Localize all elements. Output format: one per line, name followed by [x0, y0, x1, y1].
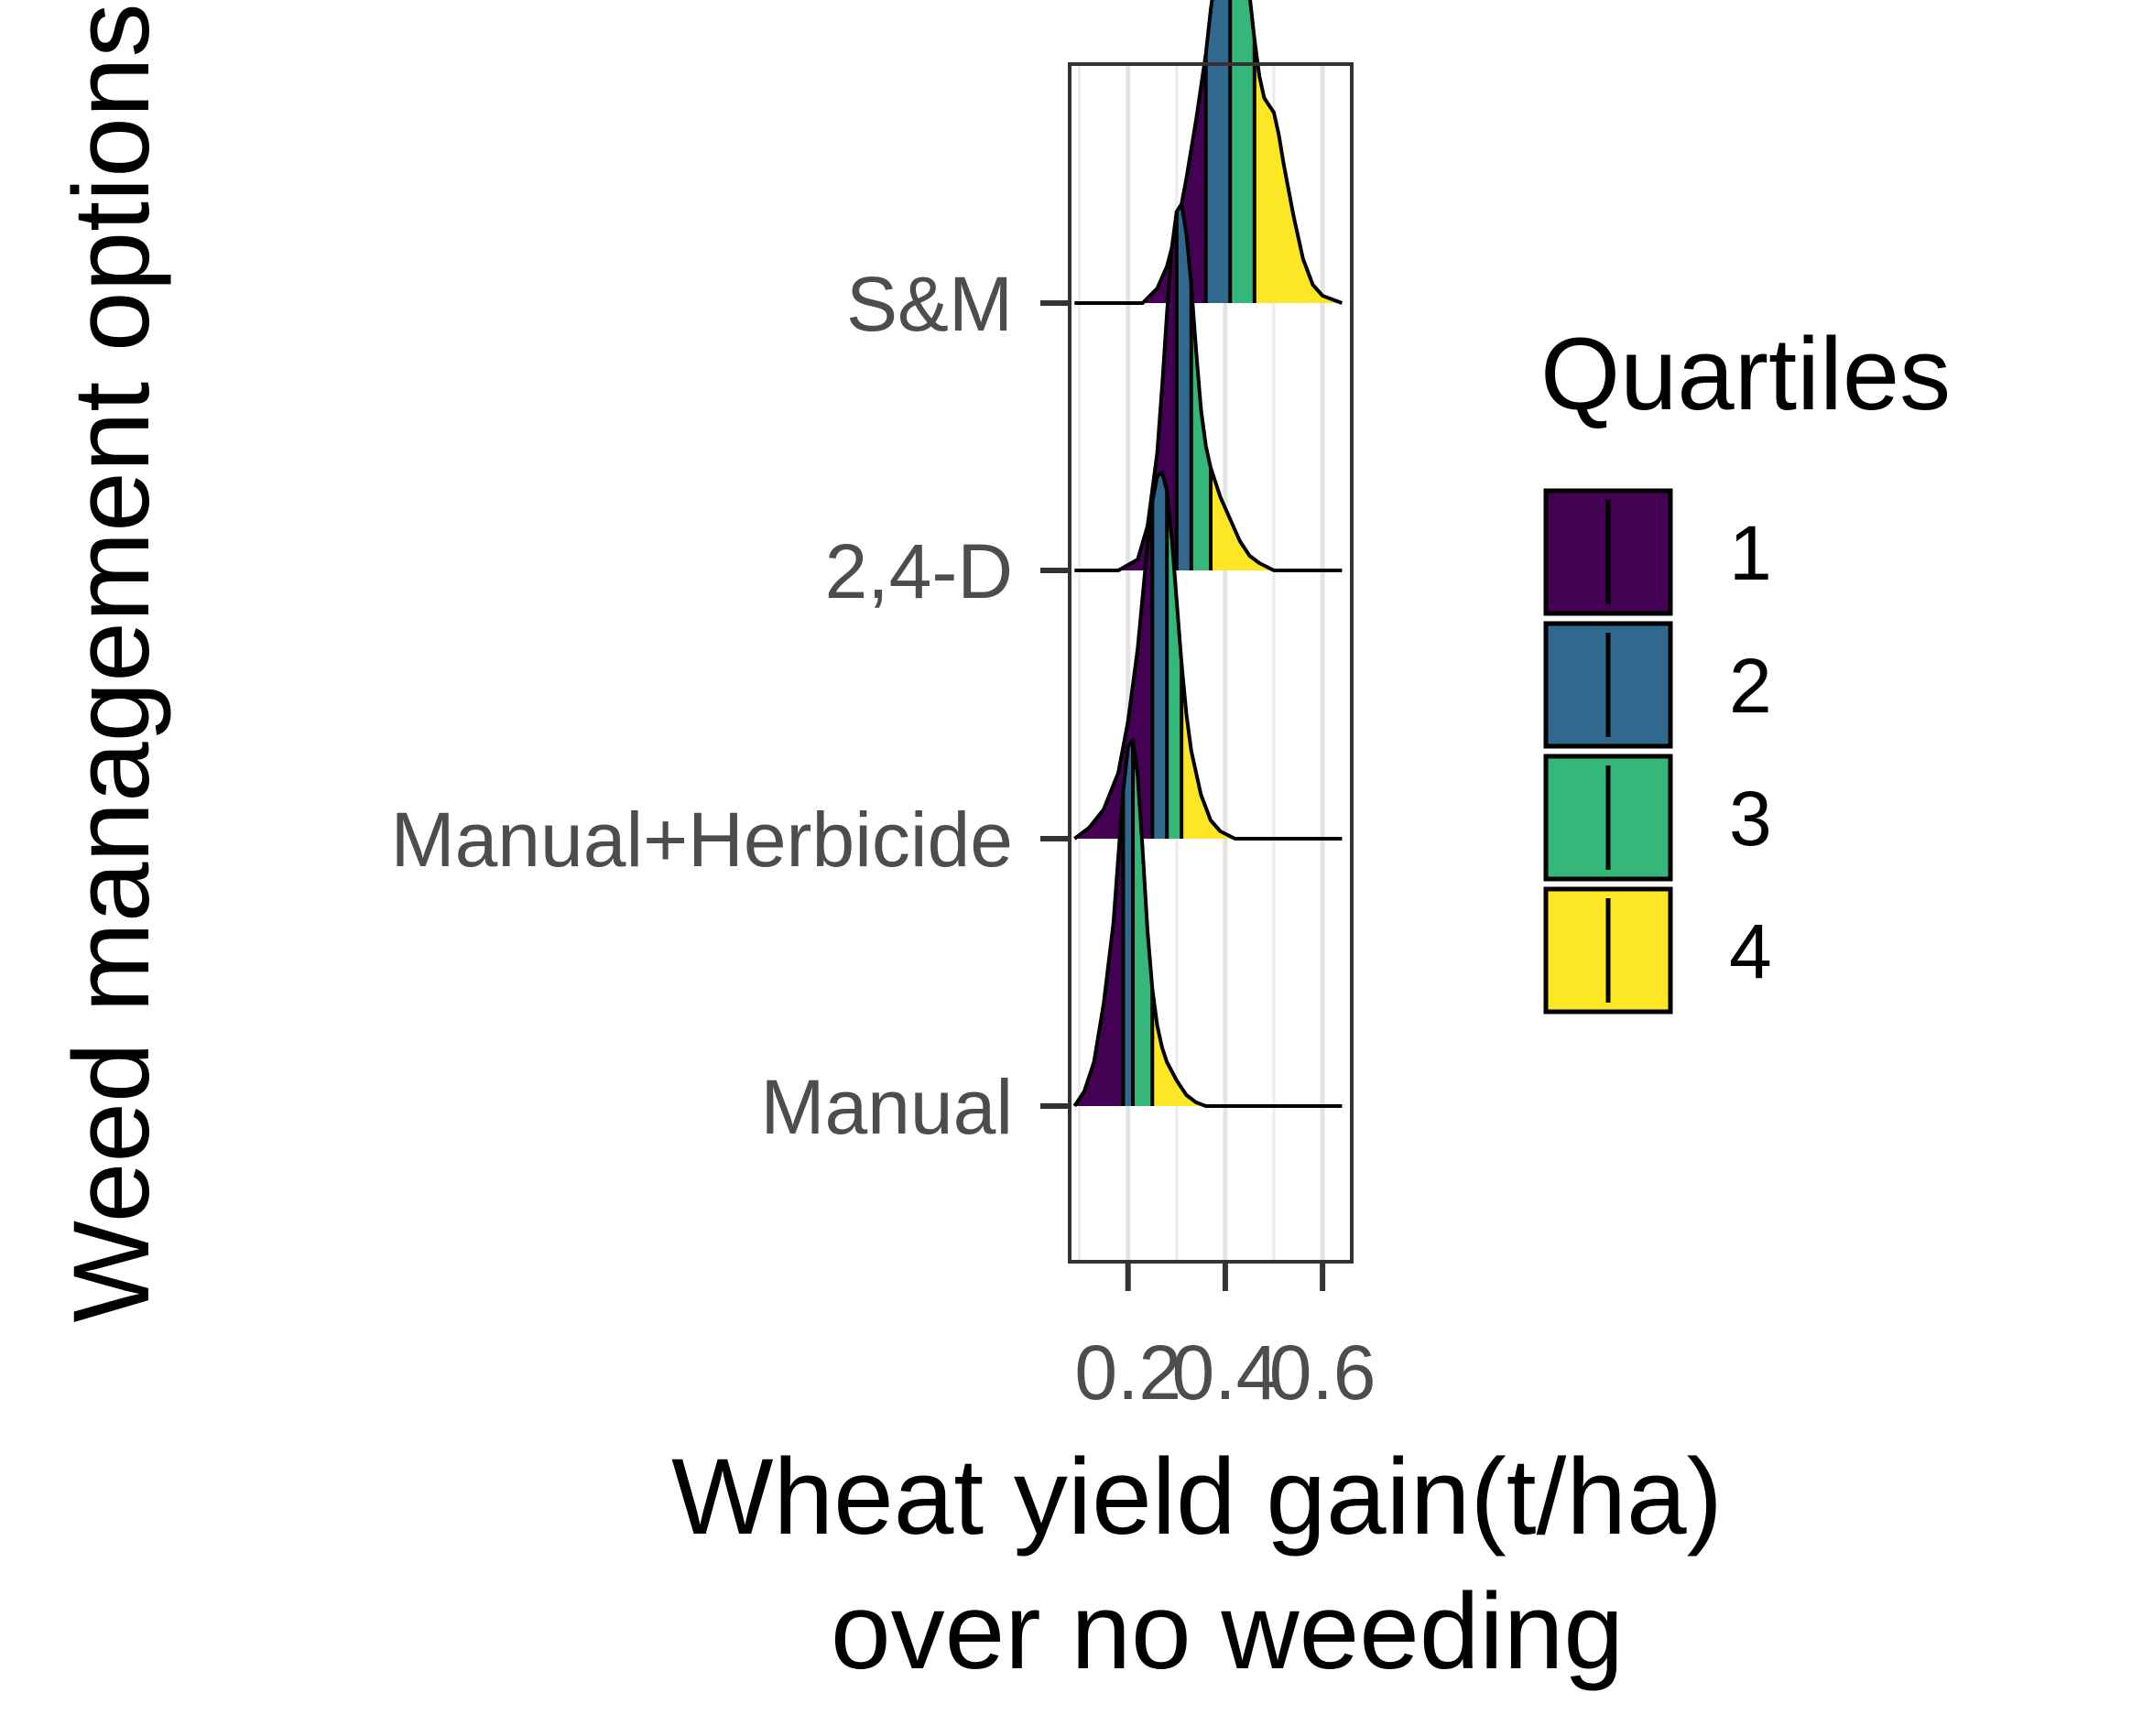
ridge-s-m-quartile-1	[1074, 54, 1206, 303]
ridge-s-m-outline	[1074, 0, 1343, 305]
ridge-2-4-d-quartile-2	[1176, 204, 1191, 570]
ridge-manual	[1072, 738, 1343, 1108]
x-axis-title-line2: over no weeding	[831, 1571, 1624, 1692]
ridge-s-m-quartile-4	[1254, 39, 1343, 303]
ridge-manual-outline	[1072, 738, 1343, 1108]
legend: Quartiles 1 2 3 4	[1540, 317, 1951, 1014]
y-tick-label-manual: Manual	[760, 1064, 1013, 1150]
legend-label-2: 2	[1729, 643, 1772, 729]
legend-label-4: 4	[1729, 908, 1772, 994]
ridge-s-m-quartile-3	[1230, 0, 1255, 303]
x-tick-label-2: 0.6	[1269, 1329, 1376, 1416]
x-tick-label-1: 0.4	[1172, 1329, 1279, 1416]
y-tick-label-s-m: S&M	[846, 261, 1013, 347]
legend-title: Quartiles	[1540, 317, 1951, 431]
plot-panel-border	[1068, 62, 1354, 1264]
y-tick-label-manual-herbicide: Manual+Herbicide	[391, 797, 1013, 883]
ridge-s-m-quartile-2	[1205, 0, 1231, 303]
ridge-manual-herbicide-quartile-3	[1167, 491, 1182, 839]
ridge-s-m	[1074, 0, 1343, 305]
ridge-manual-herbicide-quartile-4	[1181, 663, 1343, 839]
ridges	[1072, 0, 1343, 1108]
ridge-manual-herbicide-outline	[1073, 471, 1343, 841]
legend-label-3: 3	[1729, 776, 1772, 862]
x-axis-title-line1: Wheat yield gain(t/ha)	[671, 1437, 1723, 1557]
ridge-manual-quartile-2	[1123, 740, 1134, 1106]
x-tick-label-0: 0.2	[1074, 1329, 1181, 1416]
ridge-manual-quartile-4	[1152, 989, 1343, 1106]
y-axis-title: Weed management options	[51, 4, 172, 1323]
ridge-manual-herbicide-quartile-2	[1152, 472, 1168, 839]
legend-label-1: 1	[1729, 510, 1772, 596]
x-axis: 0.20.40.6	[1074, 1264, 1376, 1416]
ridge-manual-quartile-1	[1074, 791, 1124, 1106]
ridge-2-4-d-quartile-4	[1211, 468, 1343, 570]
y-axis: Manual Manual+Herbicide 2,4-D S&M	[391, 261, 1068, 1150]
ridge-manual-quartile-3	[1133, 740, 1153, 1106]
y-tick-label-2-4-d: 2,4-D	[825, 528, 1013, 614]
ridge-2-4-d-outline	[1074, 202, 1343, 572]
